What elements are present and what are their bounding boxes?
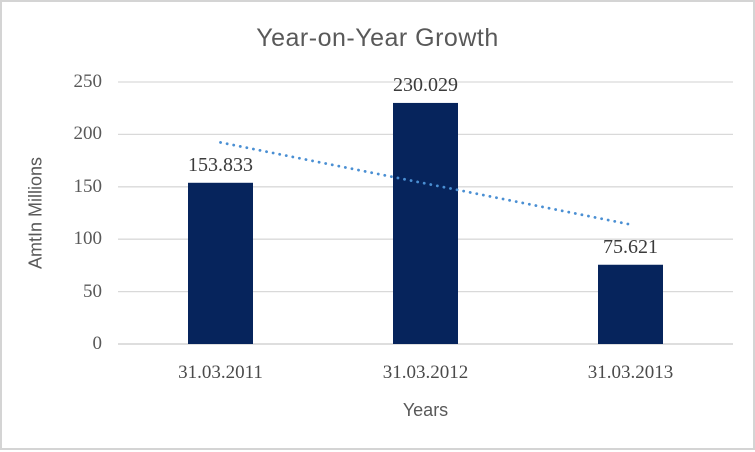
bar-value-label: 75.621 (603, 235, 658, 258)
trendline (219, 141, 632, 226)
category-label: 31.03.2011 (178, 362, 263, 383)
bar (598, 264, 663, 344)
bar-value-label: 153.833 (188, 153, 253, 176)
y-tick-label: 200 (73, 123, 103, 145)
chart-title: Year-on-Year Growth (256, 24, 499, 52)
bar-value-label: 230.029 (393, 73, 458, 96)
bar (188, 182, 253, 344)
y-tick-label: 250 (73, 71, 103, 92)
y-tick-label: 50 (83, 280, 102, 302)
bar (393, 102, 458, 344)
x-axis-title: Years (402, 400, 449, 420)
y-tick-label: 150 (73, 175, 103, 197)
category-label: 31.03.2013 (587, 362, 674, 383)
y-tick-label: 100 (73, 228, 103, 250)
y-tick-label: 0 (92, 333, 103, 354)
category-label: 31.03.2012 (382, 362, 469, 383)
